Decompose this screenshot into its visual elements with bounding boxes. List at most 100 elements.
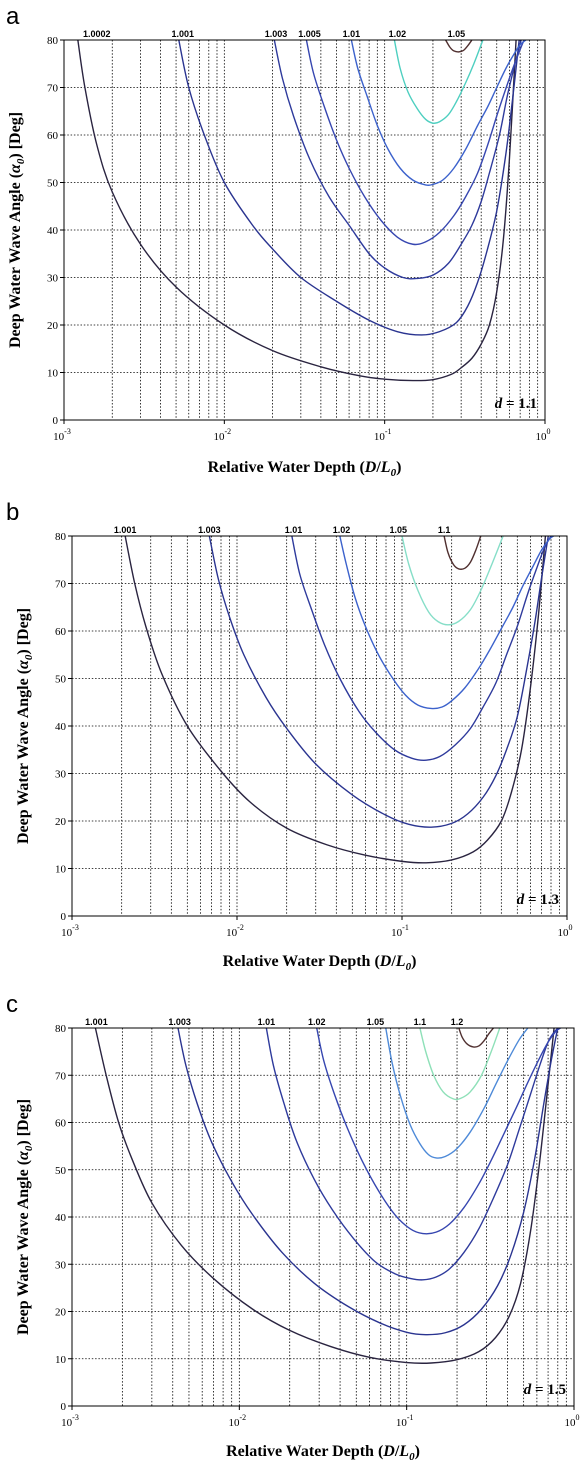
contour-label: 1.003: [168, 1017, 191, 1027]
x-tick-label: 10-1: [396, 1413, 414, 1429]
y-tick-label: 20: [47, 320, 59, 332]
y-tick-label: 10: [55, 864, 67, 876]
contour-label: 1.1: [414, 1017, 427, 1027]
contour-label: 1.005: [298, 29, 321, 39]
panel-c: c 0 10 20 30 40 50 60 70 80 10-3 10-2 10-1 100 1.001 1…: [6, 991, 580, 1460]
panel-letter: b: [6, 499, 19, 526]
y-tick-label: 60: [55, 1118, 67, 1130]
contour-line-1.05: [385, 1028, 529, 1159]
contour-line-1.02: [316, 1028, 561, 1235]
contour-label: 1.01: [343, 29, 361, 39]
x-tick-label: 10-2: [228, 1413, 246, 1429]
contour-line-1.01: [265, 1028, 559, 1281]
y-tick-label: 80: [47, 35, 59, 47]
contour-line-1.01: [350, 40, 527, 186]
y-tick-label: 70: [55, 579, 67, 591]
y-tick-label: 50: [55, 1165, 67, 1177]
curves: [77, 40, 527, 382]
contour-line-1.02: [393, 40, 484, 124]
contour-line-1.001: [178, 40, 520, 336]
contour-line-1.01: [291, 536, 552, 761]
y-tick-label: 20: [55, 816, 67, 828]
d-annotation: d = 1.1: [495, 396, 537, 412]
y-tick-label: 80: [55, 1023, 67, 1035]
contour-label: 1.001: [114, 525, 137, 535]
y-tick-label: 80: [55, 531, 67, 543]
grid: [72, 536, 567, 916]
y-tick-label: 0: [53, 415, 59, 427]
contour-line-1.0002: [77, 40, 517, 382]
y-tick-label: 50: [47, 178, 59, 190]
x-axis-title: Relative Water Depth (D/L0): [223, 953, 417, 973]
contour-label: 1.02: [389, 29, 407, 39]
y-tick-label: 20: [55, 1307, 67, 1319]
x-tick-label: 10-3: [61, 1413, 79, 1429]
contour-line-1.2: [458, 1028, 494, 1048]
contour-line-1.005: [305, 40, 525, 246]
contour-label: 1.001: [85, 1017, 108, 1027]
y-tick-label: 30: [55, 1259, 67, 1271]
contour-label: 1.001: [171, 29, 194, 39]
y-axis-title: Deep Water Wave Angle (α0) [Deg]: [15, 1099, 35, 1335]
panel-b: b 0 10 20 30 40 50 60 70 80 10-3 10-2 10-1 100 1.001 1…: [6, 499, 573, 973]
contour-label: 1.0002: [83, 29, 111, 39]
curves: [124, 536, 555, 864]
y-tick-label: 30: [55, 769, 67, 781]
x-tick-label: 100: [536, 427, 551, 443]
y-tick-label: 40: [55, 721, 67, 733]
curves: [94, 1028, 561, 1365]
y-tick-label: 30: [47, 273, 59, 285]
contour-label: 1.01: [258, 1017, 276, 1027]
y-tick-label: 10: [55, 1354, 67, 1366]
y-tick-label: 0: [61, 1401, 67, 1413]
contour-label: 1.1: [438, 525, 451, 535]
x-tick-label: 10-1: [374, 427, 392, 443]
y-tick-label: 50: [55, 674, 67, 686]
panel-letter: a: [6, 3, 20, 30]
contour-label: 1.05: [448, 29, 466, 39]
panel-a: a 0 10 20 30 40 50 60 70 80 10-3 10-2 10-1 100 1.0002…: [6, 3, 551, 479]
y-axis-title: Deep Water Wave Angle (α0) [Deg]: [7, 112, 27, 348]
grid: [72, 1028, 574, 1406]
x-tick-label: 10-2: [213, 427, 231, 443]
x-tick-label: 100: [565, 1413, 580, 1429]
d-annotation: d = 1.3: [517, 892, 559, 908]
y-tick-label: 0: [61, 911, 67, 923]
y-tick-label: 60: [47, 130, 59, 142]
y-axis-title: Deep Water Wave Angle (α0) [Deg]: [15, 608, 35, 844]
contour-label: 1.2: [451, 1017, 464, 1027]
contour-line-1.001: [124, 536, 547, 864]
plot-area: [64, 40, 545, 420]
contour-line-1.001: [94, 1028, 555, 1365]
contour-line-1.1: [443, 536, 482, 570]
contour-line-1.02: [339, 536, 555, 710]
x-tick-label: 10-3: [53, 427, 71, 443]
contour-label: 1.01: [285, 525, 303, 535]
contour-line-1.003: [177, 1028, 559, 1336]
panel-letter: c: [6, 991, 18, 1018]
contour-label: 1.02: [308, 1017, 326, 1027]
d-annotation: d = 1.5: [524, 1382, 566, 1398]
x-tick-label: 100: [558, 923, 573, 939]
contour-line-1.003: [273, 40, 522, 280]
contour-line-1.1: [419, 1028, 501, 1101]
y-tick-label: 40: [55, 1212, 67, 1224]
y-tick-label: 10: [47, 368, 59, 380]
contour-line-1.05: [445, 40, 473, 53]
x-tick-label: 10-3: [61, 923, 79, 939]
contour-line-1.05: [401, 536, 504, 626]
contour-label: 1.003: [265, 29, 288, 39]
y-tick-label: 70: [47, 83, 59, 95]
contour-label: 1.02: [333, 525, 351, 535]
contour-label: 1.003: [198, 525, 221, 535]
contour-line-1.003: [208, 536, 549, 828]
x-axis-title: Relative Water Depth (D/L0): [226, 1443, 420, 1460]
contour-label: 1.05: [390, 525, 408, 535]
x-axis-title: Relative Water Depth (D/L0): [208, 459, 402, 479]
contour-label: 1.05: [367, 1017, 385, 1027]
y-tick-label: 60: [55, 626, 67, 638]
y-tick-label: 70: [55, 1070, 67, 1082]
x-tick-label: 10-2: [226, 923, 244, 939]
y-tick-label: 40: [47, 225, 59, 237]
